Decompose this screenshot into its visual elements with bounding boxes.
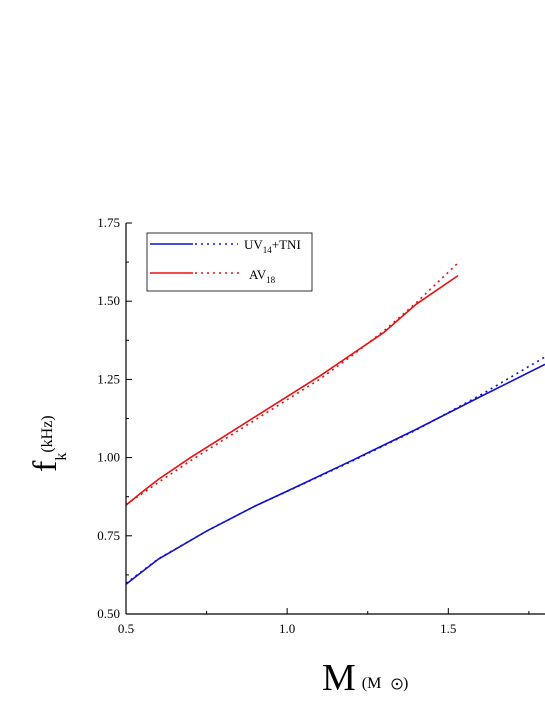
x-tick-label: 1.5 — [440, 621, 456, 636]
y-tick-label: 1.75 — [97, 215, 120, 230]
y-axis-label-sub: k — [53, 453, 70, 461]
sun-symbol-icon — [391, 678, 403, 690]
tick-labels: 0.50 0.75 1.00 1.25 1.50 1.75 0.5 1.0 1.5 — [97, 215, 456, 636]
legend: UV14+TNI AV18 — [146, 232, 313, 292]
plot-area — [125, 262, 545, 585]
series-line-uv14-solid — [125, 363, 545, 585]
x-tick-label: 1.0 — [279, 621, 295, 636]
y-tick-label: 0.75 — [97, 528, 120, 543]
x-axis-label-unit-close: ) — [403, 675, 408, 692]
y-axis-label-unit: (kHz) — [39, 415, 56, 452]
series-line-av18-solid — [125, 274, 459, 506]
x-axis-label-main: M — [322, 657, 356, 699]
series-line-uv14-dotted — [125, 356, 545, 584]
legend-box — [146, 232, 313, 292]
x-tick-label: 0.5 — [118, 621, 134, 636]
y-tick-label: 1.25 — [97, 371, 120, 386]
x-axis-label-unit: (M — [362, 675, 382, 692]
legend-entry-av18: AV18 — [150, 267, 276, 285]
axes — [125, 222, 545, 615]
y-tick-label: 1.00 — [97, 450, 120, 465]
x-axis-label: M (M — [322, 657, 381, 699]
y-tick-label: 1.50 — [97, 293, 120, 308]
y-axis-label: fk(kHz) — [27, 415, 70, 472]
legend-entry-uv14: UV14+TNI — [150, 237, 301, 255]
legend-label-uv14: UV14+TNI — [244, 237, 301, 255]
y-tick-label: 0.50 — [97, 606, 120, 621]
y-axis-label-main: f — [27, 460, 64, 472]
series-line-av18-dotted — [125, 262, 459, 506]
legend-label-av18: AV18 — [249, 267, 276, 285]
